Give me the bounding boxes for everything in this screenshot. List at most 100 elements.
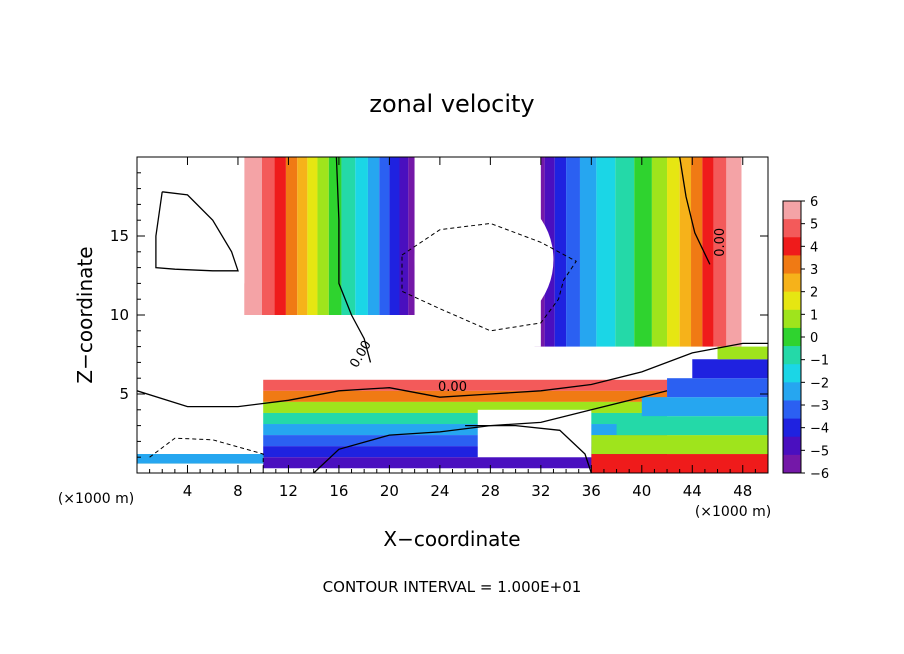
x-axis-ticks: 4 8 12 16 20 24 28 32 36 40 44 48 <box>149 157 756 500</box>
jet-band <box>389 157 400 315</box>
shear-band <box>263 435 668 447</box>
colorbar-label: 6 <box>810 195 818 210</box>
colorbar: 6 5 4 3 2 1 0 −1 −2 −3 −4 −5 −6 <box>782 195 829 482</box>
blank-region <box>137 157 245 284</box>
jet-band <box>399 157 409 315</box>
colorbar-label: 5 <box>810 218 818 233</box>
colorbar-swatch <box>783 382 801 401</box>
colorbar-swatch <box>783 291 801 311</box>
zero-contour <box>465 424 592 473</box>
contour-label: 0.00 <box>713 228 728 257</box>
jet-band <box>274 157 286 315</box>
colorbar-swatch <box>783 309 801 329</box>
x-tick-label: 4 <box>183 482 193 500</box>
x-tick-label: 40 <box>632 482 651 500</box>
x-tick-label: 48 <box>733 482 752 500</box>
x-tick-label: 20 <box>380 482 399 500</box>
jet-band <box>651 157 668 347</box>
y-tick-label: 10 <box>110 306 129 324</box>
x-scale-note-right: (×1000 m) <box>695 504 771 520</box>
colorbar-swatch <box>783 201 801 220</box>
jet-band <box>702 157 714 347</box>
jet-band <box>615 157 635 347</box>
shear-band <box>263 446 668 458</box>
contour-lines <box>137 157 768 473</box>
jet-band <box>341 157 356 315</box>
x-tick-label: 32 <box>531 482 550 500</box>
x-tick-label: 12 <box>279 482 298 500</box>
colorbar-swatch <box>783 219 801 238</box>
blank-region <box>137 283 238 347</box>
colorbar-swatch <box>783 364 801 383</box>
lower-right-band <box>692 359 768 379</box>
shear-band <box>263 424 668 436</box>
jet-band <box>297 157 308 315</box>
colorbar-label: 1 <box>810 308 818 323</box>
x-axis-label: X−coordinate <box>383 527 520 551</box>
jet-band <box>634 157 652 347</box>
colorbar-label: 4 <box>810 240 818 255</box>
jet-band <box>244 157 262 315</box>
x-tick-label: 24 <box>430 482 449 500</box>
jet-band <box>261 157 275 315</box>
contour-label: 0.00 <box>347 338 374 371</box>
jet-band <box>679 157 692 347</box>
shear-band <box>263 412 668 425</box>
colorbar-swatch <box>783 454 801 474</box>
jet-band <box>307 157 318 315</box>
colorbar-swatch <box>783 237 801 256</box>
x-tick-label: 8 <box>233 482 243 500</box>
contour-label: 0.00 <box>438 380 467 395</box>
zero-contour <box>137 342 768 408</box>
colorbar-swatch <box>783 436 801 456</box>
x-scale-note-left: (×1000 m) <box>58 491 134 507</box>
blank-region <box>477 409 592 458</box>
jet-band <box>726 157 742 347</box>
chart-title: zonal velocity <box>369 90 534 118</box>
jet-band <box>566 157 580 347</box>
colorbar-swatch <box>783 273 801 293</box>
lower-right-band <box>717 346 768 360</box>
colorbar-label: 0 <box>810 331 818 346</box>
jet-band <box>355 157 368 315</box>
x-tick-label: 44 <box>683 482 702 500</box>
colorbar-label: −2 <box>810 376 829 391</box>
colorbar-swatch <box>783 255 801 275</box>
zero-contour <box>679 157 711 265</box>
jet-band <box>691 157 703 347</box>
negative-contour <box>149 437 264 473</box>
velocity-field <box>137 157 768 473</box>
shear-band <box>137 454 264 464</box>
lower-right-band <box>591 454 768 473</box>
negative-contour <box>401 222 577 332</box>
shear-band <box>263 457 668 469</box>
jet-band <box>408 157 415 315</box>
colorbar-swatch <box>783 327 801 347</box>
colorbar-label: −6 <box>810 467 829 482</box>
lower-right-band <box>641 397 768 417</box>
shear-band <box>263 390 668 402</box>
zero-contour <box>155 191 239 272</box>
jet-band <box>713 157 727 347</box>
colorbar-label: 3 <box>810 263 818 278</box>
x-tick-label: 16 <box>329 482 348 500</box>
x-tick-label: 36 <box>582 482 601 500</box>
colorbar-label: 2 <box>810 286 818 301</box>
y-tick-label: 5 <box>119 385 129 403</box>
y-axis-label: Z−coordinate <box>73 246 97 383</box>
y-axis-ticks: 5 10 15 <box>110 172 768 458</box>
jet-band <box>667 157 680 347</box>
jet-band <box>596 157 616 347</box>
colorbar-label: −1 <box>810 354 829 369</box>
colorbar-label: −3 <box>810 399 829 414</box>
jet-band <box>554 157 567 347</box>
colorbar-label: −5 <box>810 444 829 459</box>
colorbar-label: −4 <box>810 422 829 437</box>
x-tick-label: 28 <box>481 482 500 500</box>
colorbar-swatch <box>783 418 801 438</box>
y-tick-label: 15 <box>110 227 129 245</box>
colorbar-swatch <box>783 400 801 420</box>
jet-band <box>379 157 390 315</box>
shear-band <box>263 379 668 391</box>
